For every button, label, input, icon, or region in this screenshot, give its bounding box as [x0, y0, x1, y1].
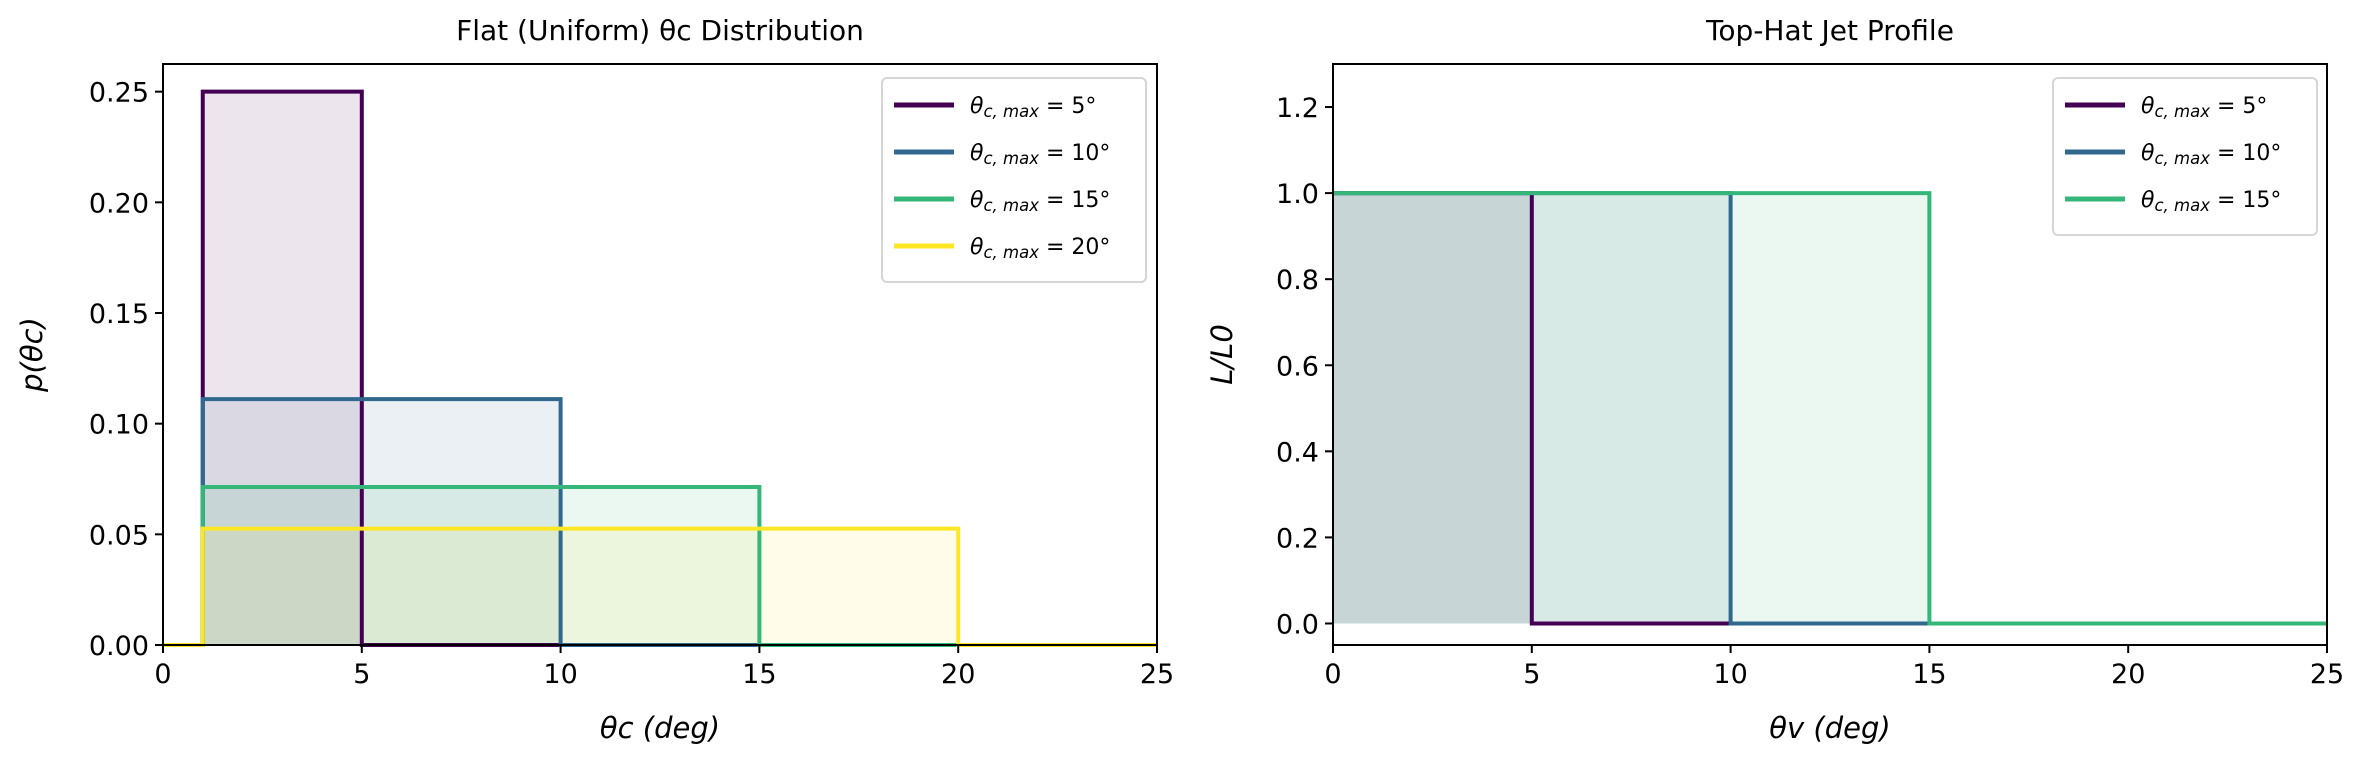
x-tick-label: 20: [2111, 659, 2145, 690]
y-tick-label: 0.15: [89, 299, 149, 330]
legend-label-main: θ: [2141, 188, 2155, 213]
legend-label: θc, max = 5°: [970, 94, 1096, 121]
y-tick-label: 0.10: [89, 410, 149, 441]
legend: θc, max = 5°θc, max = 10°θc, max = 15°: [2052, 77, 2318, 236]
legend-label-main: θ: [970, 235, 984, 260]
legend-label-tail: = 10°: [2210, 141, 2281, 166]
x-tick-label: 15: [1912, 659, 1946, 690]
legend-label-sub: c, max: [2154, 149, 2210, 168]
y-tick-label: 1.2: [1276, 93, 1319, 124]
chart-title: Flat (Uniform) θc Distribution: [456, 14, 864, 47]
legend-label-main: θ: [2141, 94, 2155, 119]
x-tick-label: 5: [1523, 659, 1540, 690]
legend-label-tail: = 20°: [1039, 235, 1110, 260]
legend-label-main: θ: [970, 188, 984, 213]
legend-label-tail: = 5°: [2210, 94, 2267, 119]
legend-label-main: θ: [970, 94, 984, 119]
y-tick-label: 0.4: [1276, 437, 1319, 468]
y-tick-label: 1.0: [1276, 179, 1319, 210]
y-tick-label: 0.25: [89, 78, 149, 109]
legend-item: θc, max = 15°: [2065, 188, 2281, 215]
legend-item: θc, max = 5°: [2065, 94, 2267, 121]
x-tick-label: 10: [1713, 659, 1747, 690]
y-axis-label: L/L0: [1205, 324, 1239, 385]
legend-item: θc, max = 5°: [894, 94, 1096, 121]
legend-label: θc, max = 10°: [970, 141, 1110, 168]
legend-label: θc, max = 10°: [2141, 141, 2281, 168]
legend-item: θc, max = 10°: [2065, 141, 2281, 168]
x-tick-label: 25: [1140, 659, 1174, 690]
y-tick-label: 0.00: [89, 631, 149, 662]
x-tick-label: 15: [742, 659, 776, 690]
x-tick-label: 20: [941, 659, 975, 690]
legend-label: θc, max = 15°: [970, 188, 1110, 215]
legend-label-main: θ: [2141, 141, 2155, 166]
y-tick-label: 0.8: [1276, 265, 1319, 296]
chart-title: Top-Hat Jet Profile: [1705, 14, 1954, 47]
series-fill-3: [1333, 193, 2327, 624]
legend-label-sub: c, max: [983, 102, 1039, 121]
y-axis-label: p(θc): [15, 317, 49, 393]
series-fill-2: [163, 399, 1157, 645]
axes-frame: [1332, 63, 2328, 646]
x-axis-label: θv (deg): [1769, 711, 1890, 745]
series-fill-2: [1333, 193, 2327, 624]
legend-label-tail: = 5°: [1039, 94, 1096, 119]
axes-frame: [162, 63, 1158, 646]
legend-label-sub: c, max: [2154, 102, 2210, 121]
y-tick-label: 0.05: [89, 520, 149, 551]
legend-item: θc, max = 10°: [894, 141, 1110, 168]
legend-label-tail: = 15°: [1039, 188, 1110, 213]
legend-label-sub: c, max: [983, 243, 1039, 262]
legend: θc, max = 5°θc, max = 10°θc, max = 15°θc…: [881, 77, 1147, 283]
series-fill-3: [163, 486, 1157, 645]
series-fill-4: [163, 528, 1157, 645]
x-tick-label: 0: [154, 659, 171, 690]
legend-item: θc, max = 15°: [894, 188, 1110, 215]
series-line-3: [1333, 191, 2327, 626]
y-tick-label: 0.2: [1276, 523, 1319, 554]
legend-label: θc, max = 15°: [2141, 188, 2281, 215]
y-tick-label: 0.20: [89, 188, 149, 219]
legend-label-sub: c, max: [983, 196, 1039, 215]
legend-label-tail: = 10°: [1039, 141, 1110, 166]
legend-item: θc, max = 20°: [894, 235, 1110, 262]
x-tick-label: 25: [2310, 659, 2344, 690]
y-tick-label: 0.0: [1276, 609, 1319, 640]
legend-box: [881, 77, 1147, 283]
y-tick-label: 0.6: [1276, 351, 1319, 382]
chart-1: 0 5 10 15 20 25 0.00 0.05 0.10 0.15 0.20 0.25 Flat (…: [15, 14, 1174, 745]
legend-label-main: θ: [970, 141, 984, 166]
x-tick-label: 0: [1324, 659, 1341, 690]
legend-label-sub: c, max: [2154, 196, 2210, 215]
legend-label-sub: c, max: [983, 149, 1039, 168]
legend-label-tail: = 15°: [2210, 188, 2281, 213]
legend-box: [2052, 77, 2318, 236]
chart-2: 0 5 10 15 20 25 0.0 0.2 0.4 0.6 0.8 1.0 1.2 Top-Hat J…: [1205, 14, 2344, 745]
legend-label: θc, max = 5°: [2141, 94, 2267, 121]
x-tick-label: 5: [353, 659, 370, 690]
x-tick-label: 10: [543, 659, 577, 690]
legend-label: θc, max = 20°: [970, 235, 1110, 262]
x-axis-label: θc (deg): [600, 711, 720, 745]
